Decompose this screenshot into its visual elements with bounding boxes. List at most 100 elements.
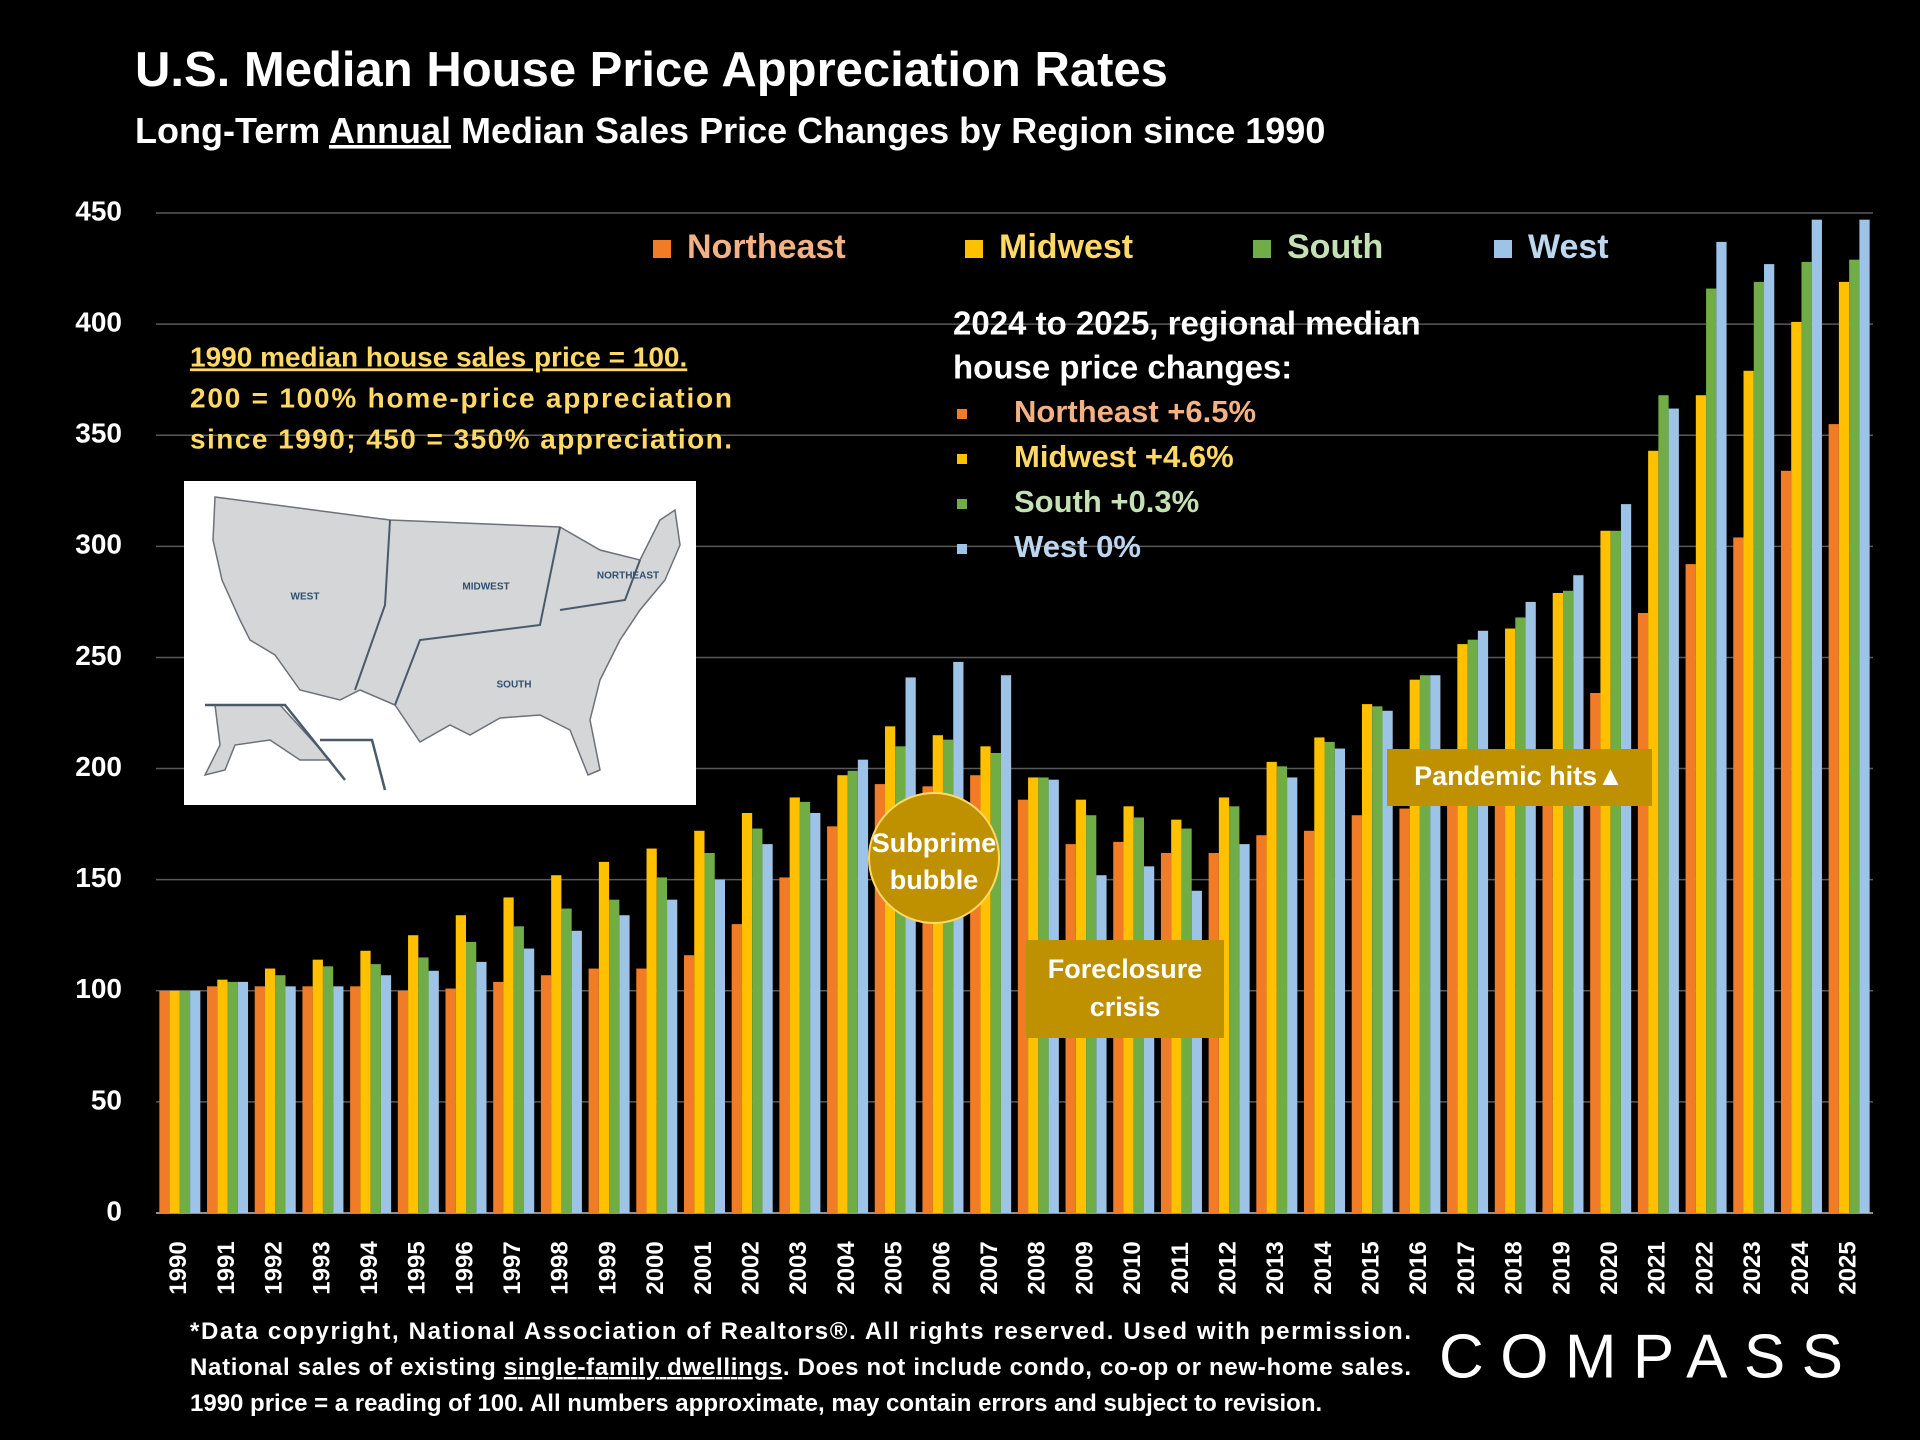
bar [847, 770, 858, 1213]
bar [667, 899, 678, 1213]
bar [1552, 593, 1563, 1213]
x-tick-label: 1993 [308, 1241, 335, 1294]
changes-marker [957, 454, 967, 464]
bar [169, 990, 180, 1213]
x-tick-label: 2009 [1071, 1241, 1098, 1294]
y-tick-label: 250 [75, 640, 122, 671]
x-tick-label: 2013 [1262, 1241, 1289, 1294]
changes-marker [957, 499, 967, 509]
bar [1542, 757, 1553, 1213]
bar [656, 877, 668, 1213]
bar [1668, 408, 1679, 1213]
footnote-part: 1990 price = a reading of 100. All numbe… [190, 1390, 1322, 1417]
map-region-label: NORTHEAST [597, 571, 659, 582]
bar [810, 813, 821, 1213]
bar [1685, 564, 1696, 1213]
changes-heading: house price changes: [953, 349, 1292, 386]
map-region-label: SOUTH [497, 680, 532, 691]
bar [619, 915, 630, 1213]
x-tick-label: 2001 [690, 1241, 717, 1294]
bar [302, 986, 313, 1213]
bar [953, 661, 964, 1213]
note-line: since 1990; 450 = 350% appreciation. [190, 423, 732, 454]
bar [1780, 470, 1792, 1213]
x-tick-label: 2004 [833, 1241, 860, 1295]
x-tick-label: 2003 [785, 1241, 812, 1294]
logo: COMPASS [1439, 1322, 1843, 1391]
subprime-label: Subprime [872, 828, 997, 858]
x-tick-label: 2012 [1214, 1241, 1241, 1294]
bar [227, 981, 238, 1213]
x-tick-label: 1998 [547, 1241, 574, 1294]
footnote-part: National sales of existing [190, 1354, 503, 1381]
bar [523, 948, 535, 1213]
bar [285, 986, 296, 1213]
bar [1382, 710, 1393, 1213]
bar [1620, 504, 1632, 1214]
y-tick-label: 200 [75, 751, 122, 782]
bar [837, 775, 848, 1213]
bar [1256, 835, 1267, 1213]
subtitle-part: Median Sales Price Changes by Region sin… [451, 110, 1325, 151]
bar [1859, 219, 1870, 1213]
x-tick-label: 2010 [1119, 1241, 1146, 1294]
bar [237, 981, 249, 1213]
foreclosure-label: crisis [1090, 992, 1161, 1022]
bar [646, 848, 657, 1213]
bar [789, 797, 800, 1213]
bar [1399, 808, 1410, 1213]
bar [1600, 530, 1611, 1213]
bar [312, 959, 323, 1213]
bar [445, 988, 456, 1213]
bar [1573, 575, 1584, 1213]
bar [1753, 281, 1765, 1213]
changes-marker [957, 544, 967, 554]
bar [799, 801, 811, 1213]
bar [159, 990, 170, 1213]
x-tick-label: 2000 [642, 1241, 669, 1294]
x-tick-label: 1992 [261, 1241, 288, 1294]
bar [1000, 675, 1012, 1213]
bar [942, 739, 954, 1213]
x-tick-label: 1995 [404, 1241, 431, 1294]
bar [380, 975, 392, 1213]
bar [922, 786, 933, 1213]
legend-label: Northeast [687, 228, 846, 266]
bar [762, 844, 773, 1213]
bar [1287, 777, 1298, 1213]
legend-swatch [1253, 240, 1271, 258]
x-tick-label: 2007 [976, 1241, 1003, 1294]
bar [428, 970, 439, 1213]
bar [905, 677, 916, 1213]
bar [827, 826, 838, 1213]
bar [779, 877, 790, 1213]
bar [683, 955, 695, 1213]
bar [455, 915, 467, 1213]
bar [895, 746, 906, 1213]
bar [418, 957, 429, 1213]
footnote-part: . Does not include condo, co-op or new-h… [783, 1354, 1411, 1381]
bar [217, 979, 228, 1213]
x-tick-label: 2021 [1644, 1241, 1671, 1294]
x-tick-label: 2022 [1691, 1241, 1718, 1294]
foreclosure-label: Foreclosure [1048, 954, 1203, 984]
changes-item: Northeast +6.5% [1014, 394, 1256, 429]
bar [476, 961, 487, 1213]
bar [1764, 264, 1775, 1214]
bar [1562, 590, 1574, 1213]
bar [1828, 424, 1839, 1214]
subtitle-part: Annual [329, 110, 451, 151]
bar [1716, 241, 1727, 1213]
legend-label: West [1528, 228, 1609, 266]
bar [731, 924, 742, 1213]
bar [1610, 530, 1621, 1213]
foreclosure-box [1026, 940, 1224, 1038]
bar [1743, 370, 1754, 1213]
bar [1648, 450, 1659, 1213]
bar [1361, 704, 1373, 1213]
legend-label: South [1287, 228, 1383, 266]
bar [1801, 261, 1812, 1213]
x-tick-label: 2015 [1358, 1241, 1385, 1294]
bar [932, 735, 943, 1213]
alaska [203, 704, 332, 777]
